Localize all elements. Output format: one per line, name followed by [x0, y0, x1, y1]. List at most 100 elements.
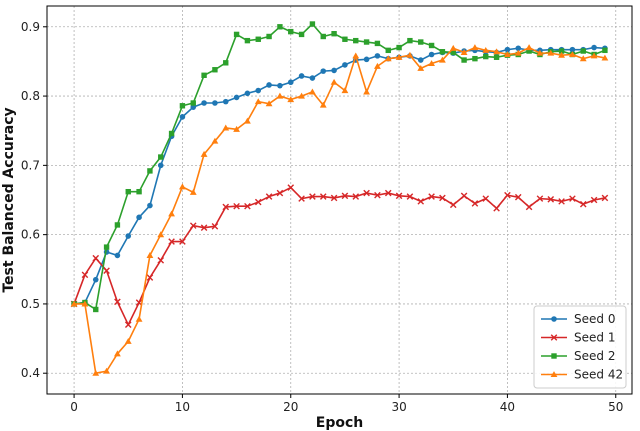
data-point-seed-1-stroke	[179, 238, 186, 245]
legend-marker	[551, 316, 557, 322]
data-point-seed-2	[125, 188, 131, 195]
legend-label: Seed 1	[574, 331, 615, 345]
data-point-seed-1-stroke	[406, 193, 414, 200]
series-seed-42	[70, 44, 609, 376]
data-point-seed-1-stroke	[168, 238, 175, 245]
data-point-seed-1	[341, 192, 349, 200]
data-point-seed-1	[579, 200, 587, 208]
data-point-seed-42	[514, 49, 522, 56]
data-point-seed-0	[504, 46, 511, 53]
data-point-seed-2	[526, 48, 532, 54]
data-point-seed-1-stroke	[146, 274, 154, 281]
data-point-seed-1	[406, 193, 414, 200]
data-point-seed-0	[114, 252, 121, 259]
data-point-seed-2	[168, 130, 175, 137]
data-point-seed-42	[504, 51, 511, 58]
series-layer	[70, 21, 609, 376]
data-point-seed-1	[363, 189, 370, 197]
x-tick-label: 40	[500, 400, 515, 414]
data-point-seed-0	[287, 79, 294, 86]
data-point-seed-1-stroke	[211, 223, 219, 230]
data-point-seed-1	[330, 194, 338, 202]
x-tick-label: 10	[175, 400, 190, 414]
data-point-seed-42	[146, 252, 154, 258]
data-point-seed-1-stroke	[601, 194, 609, 202]
data-point-seed-2	[179, 103, 186, 109]
legend-item-seed-2: Seed 2	[541, 349, 615, 363]
data-point-seed-1-stroke	[92, 254, 100, 262]
data-point-seed-1	[189, 222, 197, 229]
data-point-seed-2	[309, 21, 316, 27]
data-point-seed-0	[244, 90, 251, 97]
data-point-seed-42	[254, 98, 262, 105]
data-point-seed-2	[147, 168, 153, 174]
data-point-seed-1-stroke	[525, 203, 533, 211]
data-point-seed-1	[352, 193, 360, 200]
data-point-seed-42	[70, 300, 78, 307]
data-point-seed-42	[211, 137, 219, 144]
data-point-seed-1-stroke	[265, 193, 273, 200]
data-point-seed-0	[212, 100, 218, 106]
data-point-seed-1-stroke	[200, 224, 208, 232]
data-point-seed-2	[201, 72, 207, 78]
data-point-seed-2	[374, 40, 381, 47]
data-point-seed-1	[374, 191, 381, 199]
legend-marker	[550, 334, 558, 341]
data-point-seed-0	[266, 82, 272, 88]
data-point-seed-1	[233, 202, 240, 210]
data-point-seed-0	[428, 51, 435, 58]
data-point-seed-1	[265, 193, 273, 200]
data-point-seed-2	[93, 306, 99, 313]
data-point-seed-1-stroke	[319, 193, 327, 200]
data-point-seed-42	[276, 92, 284, 99]
data-point-seed-1	[536, 195, 544, 202]
data-point-seed-1-stroke	[374, 191, 381, 199]
data-point-seed-2	[136, 188, 142, 195]
data-point-seed-1-stroke	[590, 196, 598, 204]
data-point-seed-1-stroke	[135, 299, 143, 306]
legend-marker	[551, 353, 557, 359]
data-point-seed-2	[407, 37, 413, 44]
data-point-seed-2	[320, 33, 326, 40]
data-point-seed-42	[536, 49, 544, 56]
legend-label: Seed 0	[574, 312, 615, 326]
data-point-seed-1	[514, 193, 522, 201]
data-point-seed-2	[114, 222, 121, 228]
data-point-seed-0	[320, 68, 327, 74]
axis-ticks: 0 10 20 30 40 50 0.4 0.5 0.6 0.7 0.8 0.9	[21, 20, 623, 414]
data-point-seed-42	[189, 188, 197, 195]
data-point-seed-42	[363, 88, 370, 95]
data-point-seed-1	[124, 321, 132, 329]
data-point-seed-42	[428, 60, 435, 67]
data-point-seed-2	[331, 31, 337, 37]
data-point-seed-1-stroke	[298, 195, 305, 202]
data-point-seed-1-stroke	[363, 189, 370, 197]
legend-label: Seed 2	[574, 349, 615, 363]
data-point-seed-1-stroke	[460, 192, 468, 200]
data-point-seed-1	[92, 254, 100, 262]
data-point-seed-1-stroke	[547, 196, 555, 203]
data-point-seed-1-stroke	[254, 198, 262, 206]
series-seed-1	[70, 184, 609, 329]
data-point-seed-1-stroke	[352, 193, 360, 200]
data-point-seed-1-stroke	[471, 200, 479, 207]
y-tick-label: 0.8	[21, 89, 40, 103]
data-point-seed-2	[602, 47, 608, 54]
data-point-seed-42	[374, 62, 381, 69]
grid	[47, 6, 632, 394]
data-point-seed-42	[341, 87, 349, 94]
x-tick-label: 0	[70, 400, 78, 414]
data-point-seed-2	[158, 154, 164, 160]
data-point-seed-42	[395, 53, 403, 60]
data-point-seed-1-stroke	[189, 222, 197, 229]
data-point-seed-2	[418, 39, 424, 45]
data-point-seed-2	[472, 55, 478, 62]
data-point-seed-1	[547, 196, 555, 203]
data-point-seed-42	[287, 96, 295, 103]
data-point-seed-1	[146, 274, 154, 281]
data-point-seed-42	[417, 64, 425, 71]
data-point-seed-1	[590, 196, 598, 204]
data-point-seed-42	[439, 56, 446, 63]
data-point-seed-42	[406, 51, 414, 58]
